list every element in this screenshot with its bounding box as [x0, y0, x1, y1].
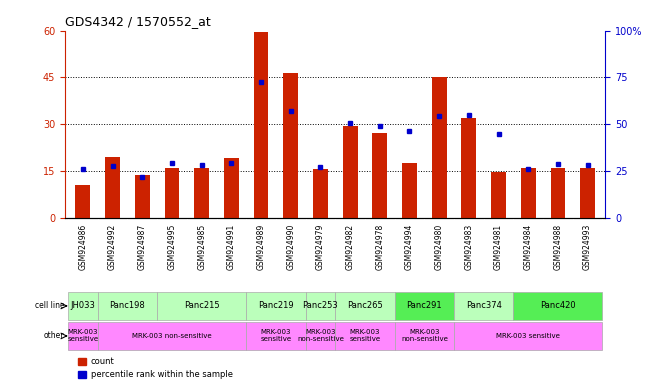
Text: MRK-003
sensitive: MRK-003 sensitive	[350, 329, 381, 343]
Text: GSM924993: GSM924993	[583, 223, 592, 270]
Text: cell line: cell line	[35, 301, 64, 310]
Bar	[224, 158, 239, 217]
Text: other: other	[44, 331, 64, 341]
Text: GSM924995: GSM924995	[167, 223, 176, 270]
Bar	[395, 292, 454, 320]
Bar	[68, 292, 98, 320]
Bar	[305, 292, 335, 320]
Text: GSM924989: GSM924989	[256, 223, 266, 270]
Text: GSM924991: GSM924991	[227, 223, 236, 270]
Text: GSM924983: GSM924983	[464, 223, 473, 270]
Bar	[514, 292, 602, 320]
Text: GSM924979: GSM924979	[316, 223, 325, 270]
Bar	[194, 168, 209, 217]
Text: GSM924987: GSM924987	[138, 223, 146, 270]
Bar	[135, 175, 150, 217]
Text: JH033: JH033	[70, 301, 95, 310]
Text: GSM924994: GSM924994	[405, 223, 414, 270]
Text: Panc253: Panc253	[303, 301, 339, 310]
Text: GDS4342 / 1570552_at: GDS4342 / 1570552_at	[65, 15, 211, 28]
Bar	[165, 168, 180, 217]
Bar	[246, 292, 305, 320]
Text: Panc198: Panc198	[109, 301, 145, 310]
Legend: count, percentile rank within the sample: count, percentile rank within the sample	[75, 354, 236, 383]
Text: MRK-003
non-sensitive: MRK-003 non-sensitive	[297, 329, 344, 343]
Text: Panc374: Panc374	[465, 301, 502, 310]
Bar	[491, 172, 506, 217]
Text: Panc265: Panc265	[347, 301, 383, 310]
Bar	[432, 78, 447, 217]
Bar	[462, 118, 477, 217]
Text: Panc215: Panc215	[184, 301, 219, 310]
Bar	[551, 168, 565, 217]
Text: Panc291: Panc291	[406, 301, 442, 310]
Text: GSM924990: GSM924990	[286, 223, 296, 270]
Bar	[335, 292, 395, 320]
Text: MRK-003
non-sensitive: MRK-003 non-sensitive	[401, 329, 448, 343]
Bar	[246, 322, 305, 350]
Text: MRK-003 non-sensitive: MRK-003 non-sensitive	[132, 333, 212, 339]
Bar	[402, 163, 417, 217]
Bar	[98, 292, 157, 320]
Text: GSM924992: GSM924992	[108, 223, 117, 270]
Bar	[454, 322, 602, 350]
Text: Panc219: Panc219	[258, 301, 294, 310]
Bar	[105, 157, 120, 217]
Text: MRK-003
sensitive: MRK-003 sensitive	[260, 329, 292, 343]
Bar	[342, 126, 357, 217]
Bar	[521, 168, 536, 217]
Text: GSM924981: GSM924981	[494, 223, 503, 270]
Bar	[68, 322, 98, 350]
Bar	[335, 322, 395, 350]
Bar	[254, 32, 268, 217]
Text: GSM924978: GSM924978	[375, 223, 384, 270]
Text: Panc420: Panc420	[540, 301, 575, 310]
Bar	[313, 169, 328, 217]
Bar	[283, 73, 298, 217]
Bar	[305, 322, 335, 350]
Text: GSM924982: GSM924982	[346, 223, 355, 270]
Text: GSM924986: GSM924986	[78, 223, 87, 270]
Text: MRK-003
sensitive: MRK-003 sensitive	[67, 329, 98, 343]
Bar	[157, 292, 246, 320]
Text: GSM924980: GSM924980	[435, 223, 444, 270]
Bar	[76, 185, 90, 217]
Bar	[580, 168, 595, 217]
Bar	[372, 134, 387, 217]
Bar	[454, 292, 514, 320]
Bar	[98, 322, 246, 350]
Text: GSM924984: GSM924984	[524, 223, 533, 270]
Text: GSM924985: GSM924985	[197, 223, 206, 270]
Bar	[395, 322, 454, 350]
Text: GSM924988: GSM924988	[553, 223, 562, 270]
Text: MRK-003 sensitive: MRK-003 sensitive	[496, 333, 560, 339]
